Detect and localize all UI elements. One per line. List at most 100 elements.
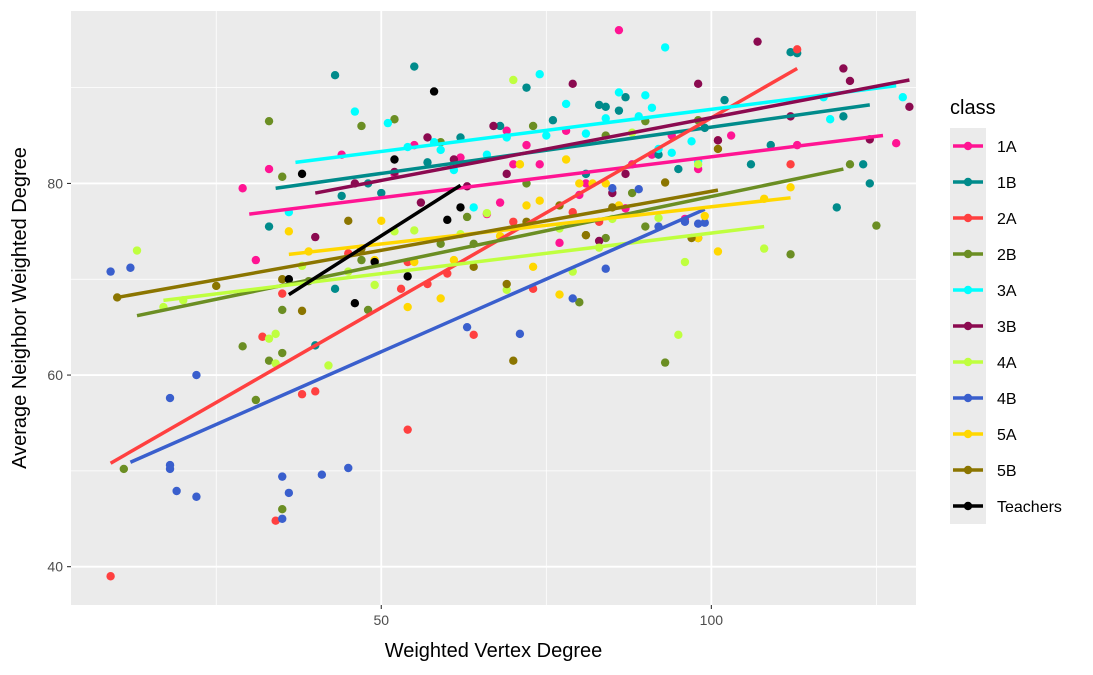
point-1a [495, 198, 505, 207]
point-5b [509, 356, 518, 365]
legend-item-4a: 4A [950, 344, 1017, 380]
legend: class 1A 1B 2A 2B 3A 3B 4A 4B 5A 5B Teachers [950, 97, 1062, 524]
point-2b [357, 121, 366, 131]
point-4b [515, 329, 525, 339]
legend-key-point [963, 465, 973, 475]
point-3b [845, 76, 855, 86]
point-1a [502, 126, 511, 135]
point-1b [264, 222, 274, 231]
point-5a [786, 183, 795, 192]
point-2a [792, 45, 802, 54]
point-3b [416, 198, 426, 207]
point-2b [462, 212, 472, 222]
point-5a [535, 196, 544, 205]
point-1b [832, 203, 841, 212]
point-4b [634, 185, 643, 194]
point-2b [872, 221, 881, 230]
point-2a [278, 289, 287, 298]
point-4b [165, 393, 175, 403]
point-2b [660, 358, 670, 367]
legend-key-point [963, 501, 973, 511]
legend-key-point [963, 393, 973, 403]
point-5b [469, 262, 478, 272]
point-3b [594, 236, 604, 246]
fit-line-5a [288, 196, 791, 257]
legend-key-point [963, 213, 973, 223]
point-1b [522, 83, 531, 92]
point-1b [858, 160, 868, 169]
point-2b [238, 342, 247, 351]
fit-line-2b [136, 167, 844, 318]
legend-label: 3A [997, 283, 1017, 300]
point-teachers [429, 87, 439, 96]
point-4a [654, 213, 663, 223]
point-2b [627, 188, 637, 198]
point-4a [509, 75, 518, 85]
point-2a [297, 390, 307, 399]
point-1b [601, 102, 610, 112]
legend-item-3b: 3B [950, 308, 1017, 344]
point-5b [297, 306, 307, 316]
point-5a [555, 290, 564, 299]
point-3b [839, 64, 848, 73]
point-4b [462, 322, 472, 332]
point-1a [251, 255, 261, 265]
point-teachers [370, 257, 379, 267]
legend-items: 1A 1B 2A 2B 3A 3B 4A 4B 5A 5B Teachers [950, 128, 1062, 524]
legend-key-point [963, 357, 973, 367]
point-2b [264, 116, 274, 126]
legend-label: 2A [997, 211, 1017, 228]
point-1b [337, 191, 346, 201]
point-3b [621, 169, 630, 179]
point-1b [674, 164, 683, 174]
point-4a [674, 330, 683, 340]
point-1b [548, 116, 558, 125]
point-4b [278, 514, 287, 523]
point-1b [377, 188, 386, 198]
y-tick-label: 60 [47, 367, 63, 383]
point-1a [238, 184, 247, 193]
fit-line-1b [275, 103, 871, 190]
point-2b [786, 250, 795, 259]
point-2a [509, 217, 518, 226]
point-teachers [350, 299, 360, 308]
point-1b [865, 179, 874, 188]
point-1b [746, 160, 756, 169]
y-tick-label: 40 [47, 559, 63, 575]
legend-key-point [963, 429, 973, 439]
fit-line-5b [116, 188, 719, 300]
legend-key-point [963, 249, 973, 259]
point-1b [330, 284, 340, 294]
point-3a [667, 148, 676, 157]
point-3a [660, 43, 670, 52]
point-2b [390, 115, 399, 124]
point-4b [700, 218, 709, 227]
point-2a [271, 516, 280, 525]
point-1b [654, 150, 663, 159]
point-1b [720, 95, 729, 105]
legend-label: 5A [997, 427, 1017, 444]
point-5a [403, 302, 412, 312]
point-4b [278, 472, 287, 481]
legend-key-point [963, 141, 973, 151]
point-2b [601, 233, 610, 243]
point-3a [601, 114, 610, 123]
point-3a [383, 118, 393, 128]
fit-line-3a [295, 83, 897, 165]
point-4b [344, 463, 353, 473]
plot-panel [71, 11, 916, 605]
fit-line-3b [314, 78, 910, 195]
point-1a [581, 179, 591, 188]
axis-ticks [67, 182, 712, 609]
point-teachers [297, 169, 307, 179]
point-5a [575, 179, 584, 188]
point-5b [344, 216, 353, 226]
point-2b [528, 121, 538, 131]
point-1a [522, 140, 531, 150]
point-4a [502, 285, 511, 294]
legend-label: Teachers [997, 499, 1062, 516]
point-1b [621, 93, 630, 102]
legend-item-1a: 1A [950, 128, 1017, 164]
point-3b [489, 121, 498, 131]
point-5b [212, 281, 221, 291]
